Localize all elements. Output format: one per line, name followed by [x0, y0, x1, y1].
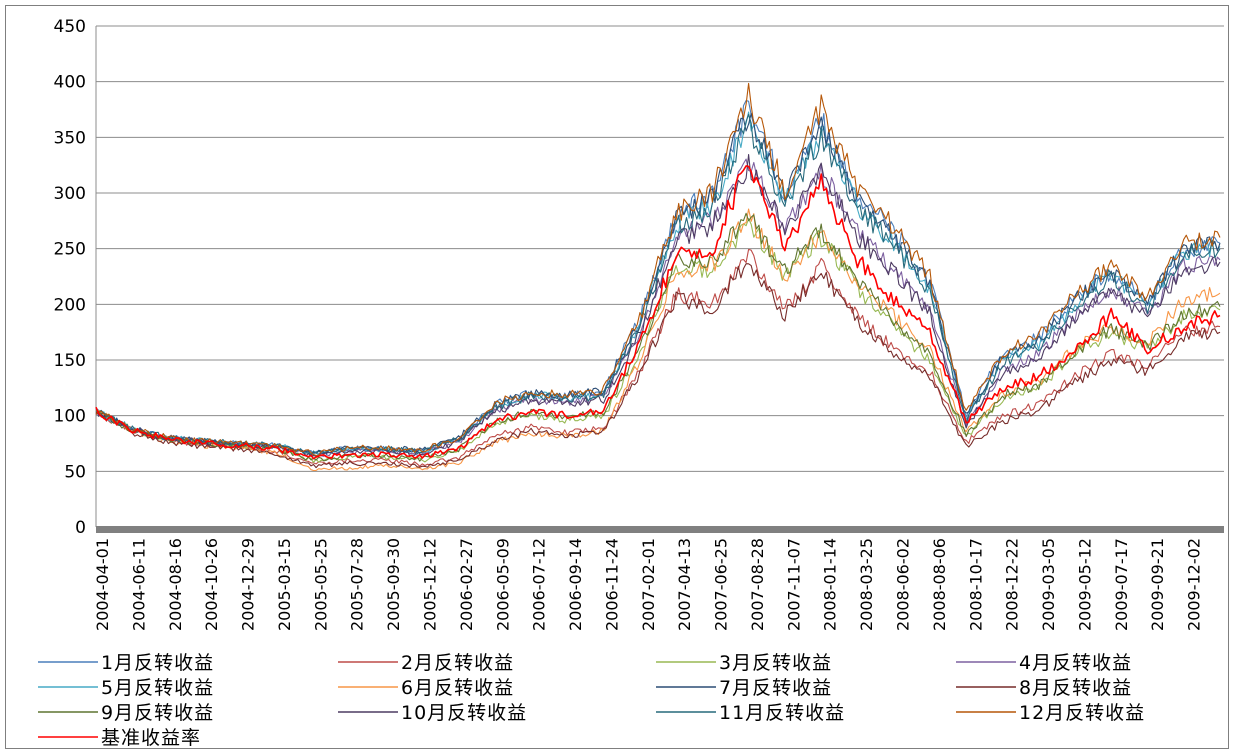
chart-frame: 0 50 100 150 200 250 300 350 400 450 2004-04-01 20… [5, 5, 1229, 749]
y-tick-label: 400 [54, 73, 86, 93]
x-tick-label: 2009-12-02 [1185, 538, 1204, 631]
x-tick-label: 2008-12-22 [1003, 538, 1022, 631]
x-tick-label: 2005-07-28 [348, 538, 367, 631]
series-line [95, 111, 1221, 456]
x-tick-label: 2004-10-26 [202, 538, 221, 631]
legend-label: 7月反转收益 [719, 677, 832, 699]
x-tick-label: 2006-09-14 [566, 538, 585, 631]
series-line [95, 112, 1221, 456]
x-tick-label: 2007-11-07 [784, 538, 803, 631]
x-tick-label: 2005-09-30 [384, 538, 403, 631]
series-line [95, 153, 1221, 457]
x-tick-label: 2004-12-29 [239, 538, 258, 631]
x-tick-label: 2008-10-17 [966, 538, 985, 631]
legend-item: 1月反转收益 [38, 652, 214, 674]
x-tick-label: 2007-02-01 [639, 538, 658, 631]
x-tick-label: 2006-11-24 [602, 538, 621, 631]
series-lines [95, 82, 1221, 472]
x-tick-label: 2008-08-06 [930, 538, 949, 631]
y-tick-label: 250 [54, 240, 86, 260]
legend: 1月反转收益 2月反转收益 3月反转收益 4月反转收益 5月反转收益 6月反转收益 7月反转… [38, 652, 1145, 749]
y-tick-label: 150 [54, 351, 86, 371]
y-tick-label: 0 [75, 518, 86, 538]
legend-item: 4月反转收益 [956, 652, 1132, 674]
legend-label: 2月反转收益 [401, 652, 514, 674]
legend-label: 5月反转收益 [101, 677, 214, 699]
legend-label: 3月反转收益 [719, 652, 832, 674]
x-tick-label: 2008-01-14 [821, 538, 840, 631]
legend-item: 7月反转收益 [656, 677, 832, 699]
y-tick-label: 450 [54, 17, 86, 37]
x-tick-label: 2004-08-16 [166, 538, 185, 631]
gridlines [96, 25, 1224, 472]
legend-item: 5月反转收益 [38, 677, 214, 699]
y-axis: 0 50 100 150 200 250 300 350 400 450 [54, 17, 97, 538]
legend-item: 12月反转收益 [956, 702, 1145, 724]
legend-item: 9月反转收益 [38, 702, 214, 724]
x-tick-label: 2005-03-15 [275, 538, 294, 631]
legend-label: 6月反转收益 [401, 677, 514, 699]
x-tick-label: 2006-07-12 [530, 538, 549, 631]
x-tick-label: 2005-05-25 [311, 538, 330, 631]
y-tick-label: 50 [64, 462, 86, 482]
x-tick-label: 2004-06-11 [129, 538, 148, 631]
series-line [95, 208, 1221, 472]
legend-label: 10月反转收益 [401, 702, 527, 724]
y-tick-label: 100 [54, 407, 86, 427]
legend-item: 基准收益率 [38, 727, 201, 749]
series-line [95, 263, 1221, 469]
x-axis-line [96, 526, 1224, 533]
x-tick-label: 2008-06-02 [894, 538, 913, 631]
legend-item: 11月反转收益 [656, 702, 845, 724]
legend-item: 8月反转收益 [956, 677, 1132, 699]
x-tick-label: 2007-06-25 [712, 538, 731, 631]
legend-item: 2月反转收益 [338, 652, 514, 674]
series-line [95, 165, 1221, 460]
x-tick-label: 2006-02-27 [457, 538, 476, 631]
y-tick-label: 200 [54, 295, 86, 315]
legend-item: 3月反转收益 [656, 652, 832, 674]
x-tick-label: 2009-09-21 [1148, 538, 1167, 631]
legend-label: 1月反转收益 [101, 652, 214, 674]
x-tick-label: 2009-03-05 [1039, 538, 1058, 631]
series-line [95, 248, 1221, 467]
x-tick-label: 2009-05-12 [1075, 538, 1094, 631]
y-tick-label: 350 [54, 128, 86, 148]
series-line [95, 113, 1221, 456]
legend-label: 基准收益率 [101, 727, 201, 749]
series-line [95, 212, 1221, 462]
legend-label: 9月反转收益 [101, 702, 214, 724]
legend-label: 12月反转收益 [1019, 702, 1145, 724]
legend-label: 11月反转收益 [719, 702, 845, 724]
x-tick-label: 2005-12-12 [420, 538, 439, 631]
x-tick-label: 2004-04-01 [93, 538, 112, 631]
y-tick-label: 300 [54, 184, 86, 204]
series-line [95, 82, 1221, 456]
legend-item: 6月反转收益 [338, 677, 514, 699]
x-tick-label: 2007-04-13 [675, 538, 694, 631]
legend-item: 10月反转收益 [338, 702, 527, 724]
x-tick-label: 2007-08-28 [748, 538, 767, 631]
legend-label: 8月反转收益 [1019, 677, 1132, 699]
x-tick-label: 2009-07-17 [1112, 538, 1131, 631]
x-tick-label: 2008-03-25 [857, 538, 876, 631]
x-tick-label: 2006-05-09 [493, 538, 512, 631]
legend-label: 4月反转收益 [1019, 652, 1132, 674]
x-axis: 2004-04-01 2004-06-11 2004-08-16 2004-10-26… [93, 526, 1224, 631]
